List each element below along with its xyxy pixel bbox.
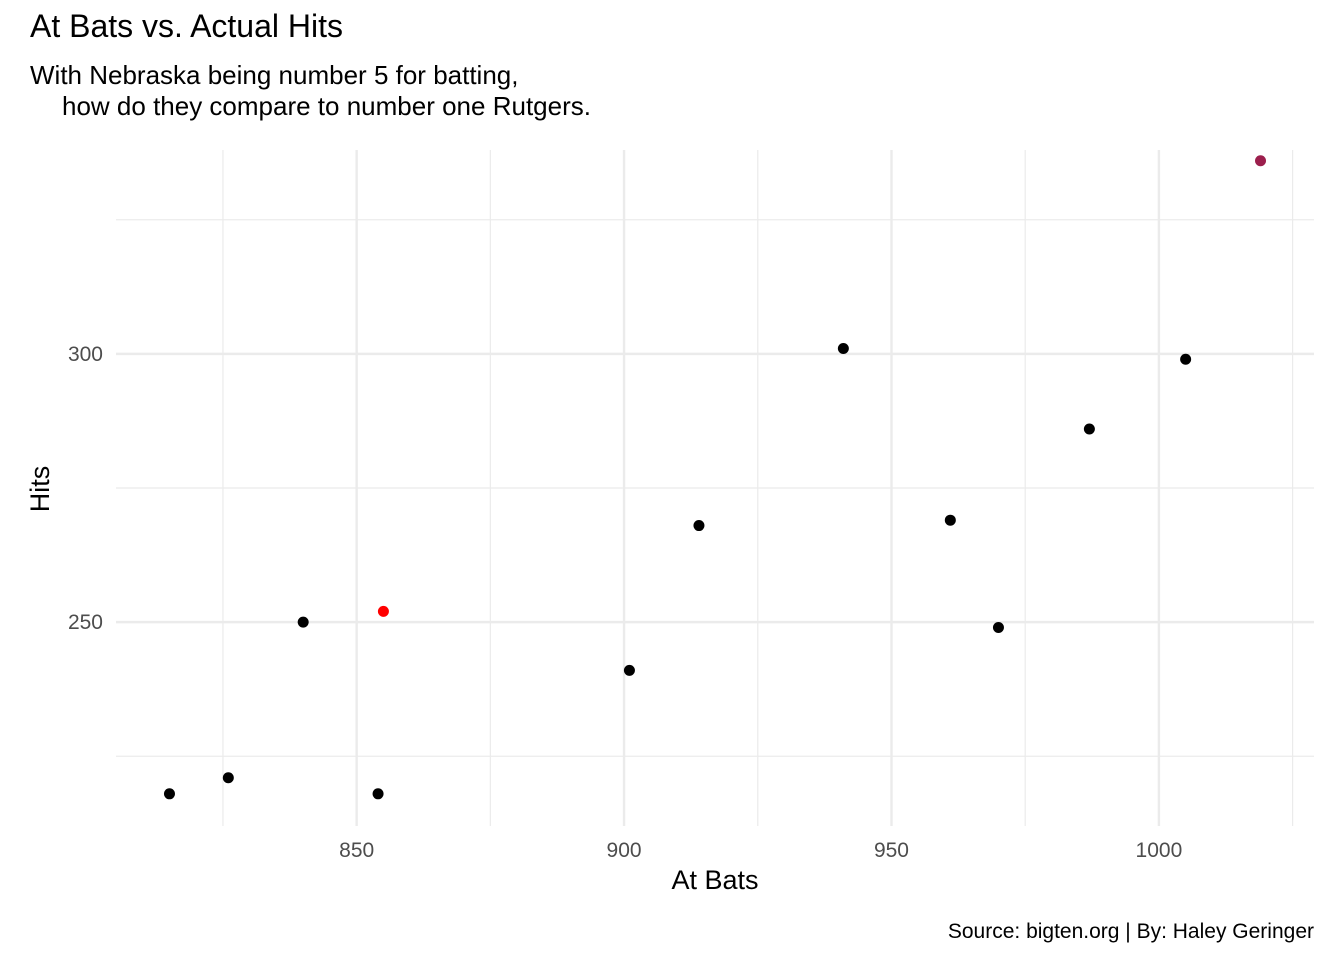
source-caption: Source: bigten.org | By: Haley Geringer — [947, 920, 1314, 943]
x-axis-title: At Bats — [671, 865, 758, 895]
minor-gridlines — [116, 150, 1314, 826]
data-point — [372, 788, 384, 800]
chart-subtitle: With Nebraska being number 5 for batting… — [30, 60, 591, 122]
data-point — [1180, 353, 1192, 365]
chart-title: At Bats vs. Actual Hits — [30, 8, 343, 44]
data-point-rutgers — [1255, 155, 1267, 167]
data-point — [693, 520, 705, 532]
data-point — [944, 514, 956, 526]
y-tick-label: 300 — [68, 343, 103, 366]
y-axis-title: Hits — [25, 466, 55, 513]
x-axis-tick-labels: 850 900 950 1000 — [339, 839, 1182, 862]
x-tick-label: 900 — [607, 839, 642, 862]
major-gridlines — [116, 150, 1314, 826]
y-axis-tick-labels: 250 300 — [68, 343, 103, 634]
data-point — [837, 343, 849, 355]
data-points — [163, 155, 1267, 800]
data-point — [992, 621, 1004, 633]
x-tick-label: 850 — [339, 839, 374, 862]
data-point — [222, 772, 234, 784]
y-tick-label: 250 — [68, 611, 103, 634]
data-point-nebraska — [377, 605, 389, 617]
chart-subtitle-line-1: With Nebraska being number 5 for batting… — [30, 60, 519, 90]
data-point — [297, 616, 309, 628]
data-point — [623, 664, 635, 676]
chart-subtitle-line-2: how do they compare to number one Rutger… — [62, 91, 591, 121]
x-tick-label: 1000 — [1136, 839, 1183, 862]
data-point — [163, 788, 175, 800]
x-tick-label: 950 — [874, 839, 909, 862]
data-point — [1083, 423, 1095, 435]
